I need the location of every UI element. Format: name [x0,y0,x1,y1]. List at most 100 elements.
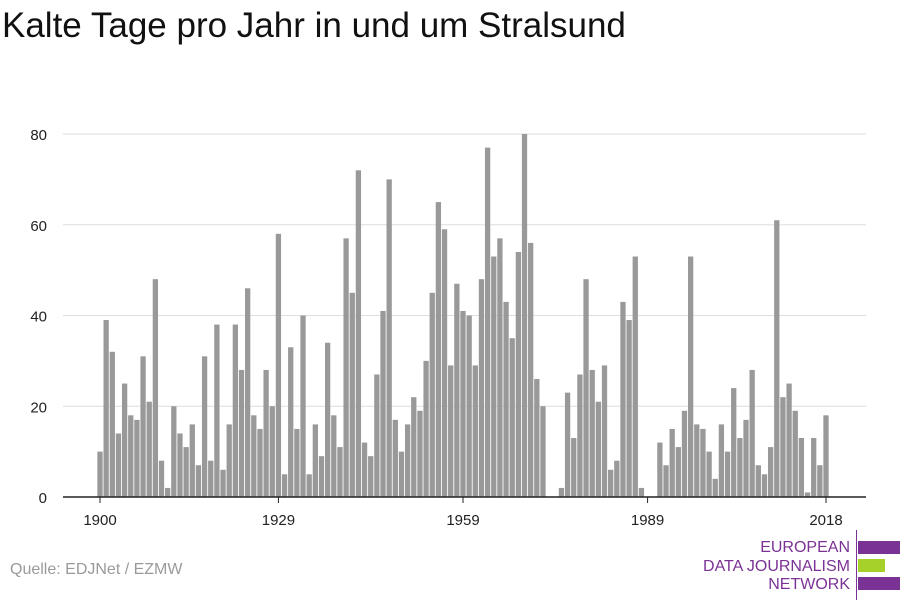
logo-bar-green [858,559,885,572]
bar [411,397,417,497]
bar [497,238,503,498]
bar [571,438,577,497]
bar [165,487,171,497]
bar [146,401,152,497]
bar-series [97,134,829,498]
bar [798,438,805,497]
bar [331,415,337,497]
bar [484,147,491,498]
logo-line-3: NETWORK [768,576,850,593]
bar [706,451,712,497]
bar [140,356,146,497]
bar [195,465,202,497]
bar [675,447,681,497]
bar [398,451,405,497]
bar [694,424,700,497]
bar [183,447,189,497]
bar [343,238,349,498]
bar [318,456,325,497]
bar [700,428,706,497]
bar [608,469,614,497]
bar [251,415,257,497]
bar [823,415,829,497]
bar [226,424,232,497]
bar [792,410,798,497]
y-tick-label: 60 [30,218,47,235]
bar [466,315,472,497]
logo-line-1: EUROPEAN [760,539,850,556]
bar [312,424,318,497]
bar [755,465,761,497]
bar [380,310,386,497]
bar [601,365,608,497]
bar [731,388,737,497]
logo-bar-purple-bottom [858,577,900,590]
bar [245,288,251,497]
bar [521,134,528,497]
bar [128,415,134,497]
bar [152,279,159,497]
bar [761,474,768,497]
bar [472,365,478,497]
bar [423,360,429,497]
bar [454,283,460,497]
bar [214,324,220,497]
bar [657,442,663,497]
bar [300,315,306,497]
bar [687,256,694,497]
bar [189,424,195,497]
bar [404,424,411,497]
bar [232,324,239,497]
bar [774,220,780,497]
bar [712,478,718,497]
bar [121,383,128,497]
bar [780,397,786,497]
bar [158,460,165,497]
bar [306,474,312,497]
bar [257,428,263,497]
bar [669,428,675,497]
bar [620,301,626,497]
y-tick-label: 0 [39,490,47,507]
bar [663,465,669,497]
bar [595,401,602,497]
logo-line-2: DATA JOURNALISM [703,558,850,575]
bar [386,179,392,497]
bar [681,410,688,497]
logo-divider [856,530,857,600]
bar [448,365,454,497]
bar [281,474,288,497]
bar [201,356,208,497]
bar [263,369,269,497]
logo-bar-purple-top [858,541,900,554]
source-note: Quelle: EDJNet / EZMW [10,561,183,578]
x-tick-label: 1989 [631,512,664,529]
bar [337,447,343,497]
y-tick-label: 20 [30,399,47,416]
bar [460,310,466,497]
bar [417,410,423,497]
y-tick-label: 40 [30,309,47,326]
chart-title: Kalte Tage pro Jahr in und um Stralsund [2,6,626,45]
bar [528,242,534,497]
bar [743,419,749,497]
x-tick-label: 2018 [809,512,842,529]
x-tick-label: 1959 [446,512,479,529]
bar [435,202,442,497]
bar [632,256,638,497]
bar [392,419,398,497]
bar [109,351,115,497]
y-tick-label: 80 [30,127,47,144]
bar [503,301,509,497]
x-tick-label: 1900 [83,512,116,529]
bar [786,383,792,497]
bar [478,279,485,497]
bar [171,406,177,497]
bar [534,379,540,497]
bar [638,487,645,497]
bar [134,419,140,497]
axes [63,496,866,503]
bar [269,406,275,497]
bar [238,369,245,497]
